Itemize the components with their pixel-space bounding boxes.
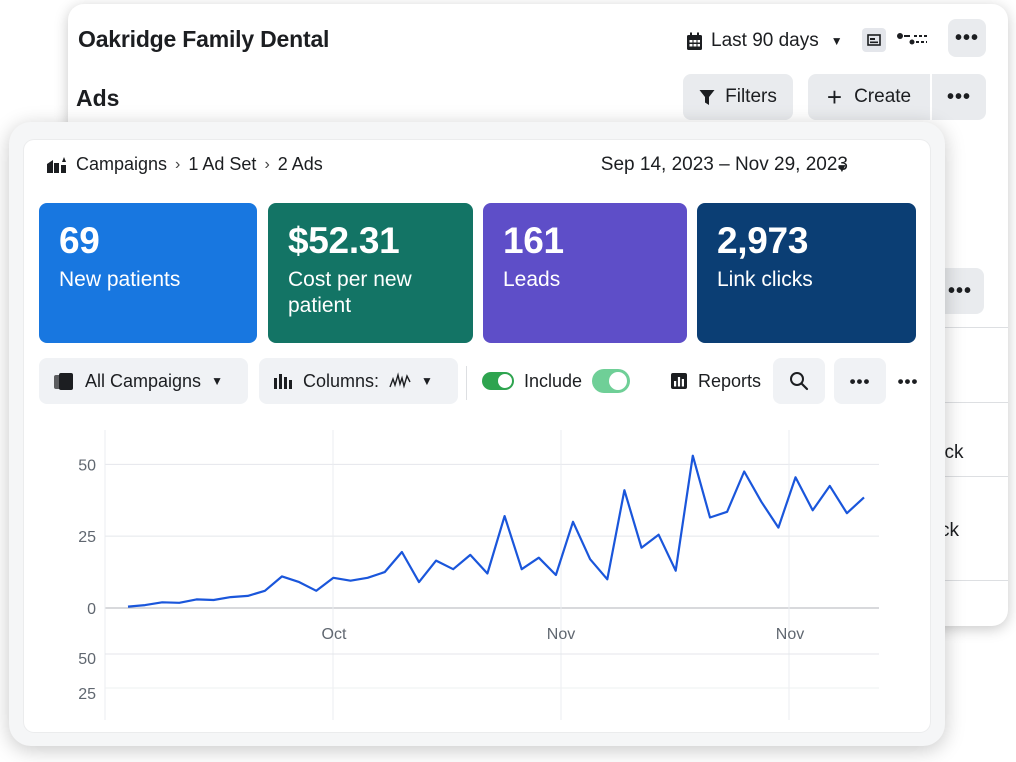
more-icon: ••• bbox=[954, 27, 979, 49]
secondary-toggle[interactable] bbox=[592, 369, 631, 393]
include-toggle[interactable] bbox=[482, 372, 514, 390]
filter-icon bbox=[699, 89, 715, 105]
chart-series-line bbox=[127, 454, 865, 608]
kpi-card-cost-per-patient[interactable]: $52.31 Cost per new patient bbox=[268, 203, 473, 343]
columns-label: Columns: bbox=[303, 370, 380, 391]
reports-icon bbox=[671, 373, 687, 389]
kpi-value: 2,973 bbox=[717, 220, 809, 261]
kpi-card-new-patients[interactable]: 69 New patients bbox=[39, 203, 257, 343]
sparkline-icon bbox=[389, 372, 411, 389]
export-icon[interactable] bbox=[862, 28, 886, 52]
campaigns-stack-icon bbox=[54, 373, 73, 390]
date-preset-label: Last 90 days bbox=[711, 30, 819, 51]
more-icon: ••• bbox=[897, 371, 919, 391]
include-toggle-group[interactable]: Include bbox=[482, 358, 631, 404]
reports-button[interactable]: Reports bbox=[670, 358, 761, 404]
search-button[interactable] bbox=[773, 358, 825, 404]
breadcrumb-ads[interactable]: 2 Ads bbox=[277, 154, 323, 174]
campaign-filter-label: All Campaigns bbox=[85, 370, 202, 391]
overflow-more-button[interactable]: ••• bbox=[896, 358, 920, 404]
bar-columns-icon bbox=[274, 374, 292, 389]
columns-dropdown[interactable]: Columns: ▼ bbox=[259, 358, 458, 404]
kpi-value: 161 bbox=[503, 220, 564, 261]
chevron-down-icon: ▼ bbox=[830, 34, 843, 48]
table-divider bbox=[938, 476, 1008, 477]
x-tick-label: Nov bbox=[547, 626, 575, 643]
table-divider bbox=[938, 580, 1008, 581]
chevron-down-icon: ▼ bbox=[421, 374, 433, 388]
campaign-filter-dropdown[interactable]: All Campaigns ▼ bbox=[39, 358, 248, 404]
account-title: Oakridge Family Dental bbox=[78, 26, 330, 52]
new-patients-line-chart: 0 25 50 Oct Nov Nov 50 25 bbox=[78, 430, 879, 720]
x-tick-label: Oct bbox=[322, 626, 347, 643]
breakdown-icon[interactable] bbox=[896, 31, 928, 49]
filters-button[interactable]: Filters bbox=[683, 74, 793, 120]
include-label: Include bbox=[524, 370, 583, 391]
kpi-label: Link clicks bbox=[717, 268, 813, 291]
kpi-value: 69 bbox=[59, 220, 100, 261]
toolbar-more-button[interactable]: ••• bbox=[834, 358, 886, 404]
campaigns-icon bbox=[47, 156, 66, 173]
reports-label: Reports bbox=[698, 370, 762, 391]
kpi-card-link-clicks[interactable]: 2,973 Link clicks bbox=[697, 203, 916, 343]
toolbar-divider bbox=[466, 366, 467, 400]
kpi-label: Leads bbox=[503, 268, 561, 291]
chevron-down-icon: ▼ bbox=[211, 374, 223, 388]
filters-label: Filters bbox=[725, 86, 777, 107]
kpi-label: New patients bbox=[59, 268, 181, 291]
y-tick-label: 25 bbox=[78, 686, 96, 703]
plus-icon: + bbox=[826, 82, 843, 112]
more-icon: ••• bbox=[849, 371, 871, 391]
breadcrumb-separator: › bbox=[175, 155, 181, 173]
table-divider bbox=[938, 402, 1008, 403]
more-icon: ••• bbox=[947, 280, 972, 302]
campaign-insights-card: Campaigns › 1 Ad Set › 2 Ads Sep 14, 202… bbox=[24, 140, 930, 732]
kpi-label: Cost per new patient bbox=[288, 268, 412, 317]
breadcrumb-separator: › bbox=[264, 155, 270, 173]
ads-section-title: Ads bbox=[76, 85, 120, 111]
chevron-down-icon[interactable]: ▼ bbox=[836, 161, 848, 175]
search-icon bbox=[790, 372, 809, 391]
breadcrumb: Campaigns › 1 Ad Set › 2 Ads bbox=[46, 154, 323, 175]
header-more-button[interactable]: ••• bbox=[948, 19, 986, 57]
y-tick-label: 0 bbox=[87, 601, 96, 618]
breadcrumb-campaigns[interactable]: Campaigns bbox=[76, 154, 168, 174]
calendar-icon bbox=[687, 32, 702, 50]
breadcrumb-ad-sets[interactable]: 1 Ad Set bbox=[188, 154, 257, 174]
x-tick-label: Nov bbox=[776, 626, 804, 643]
create-button[interactable]: + Create bbox=[808, 74, 930, 120]
y-tick-label: 50 bbox=[78, 457, 96, 474]
more-icon: ••• bbox=[946, 86, 971, 108]
create-more-button[interactable]: ••• bbox=[932, 74, 986, 120]
kpi-value: $52.31 bbox=[288, 220, 400, 261]
y-tick-label: 25 bbox=[78, 529, 96, 546]
date-range-picker[interactable]: Sep 14, 2023 – Nov 29, 2023 bbox=[600, 154, 848, 175]
table-divider bbox=[938, 327, 1008, 328]
create-label: Create bbox=[854, 86, 912, 107]
y-tick-label: 50 bbox=[78, 651, 96, 668]
kpi-card-leads[interactable]: 161 Leads bbox=[483, 203, 687, 343]
date-preset-selector[interactable]: Last 90 days ▼ bbox=[686, 26, 843, 56]
